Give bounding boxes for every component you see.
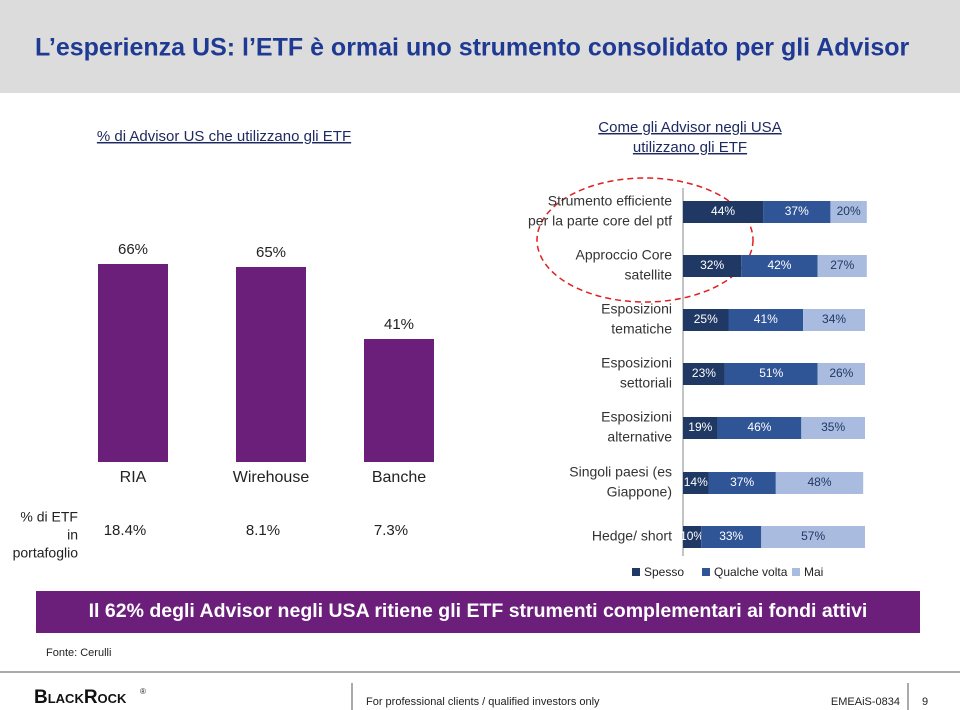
portfolio-share: 18.4% [104,522,147,539]
data-label: 35% [821,420,845,434]
x-tick-label: Banche [372,469,426,486]
legend-label: Mai [804,565,823,579]
bar-segment [728,309,804,331]
data-label: 33% [719,529,743,543]
bar-segment [683,309,729,331]
data-label: 57% [801,529,825,543]
chart-title: Come gli Advisor negli USA [598,119,781,136]
slide-title: L’esperienza US: l’ETF è ormai uno strum… [35,34,909,62]
bar-segment [741,255,818,277]
y-tick-label: Hedge/ short [592,528,672,544]
y-tick-label: Singoli paesi (es [569,464,672,480]
bar-segment [761,526,865,548]
y-tick-label: Strumento efficiente [548,193,672,209]
data-label: 65% [256,244,286,261]
bar [236,267,306,462]
data-label: 19% [688,420,712,434]
data-label: 34% [822,312,846,326]
legend-swatch [632,568,640,576]
x-tick-label: RIA [120,469,147,486]
data-label: 26% [829,366,853,380]
bar-segment [683,472,709,494]
y-tick-label: Esposizioni [601,409,672,425]
bar-segment [717,417,802,439]
bar-segment [830,201,867,223]
portfolio-share: 7.3% [374,522,408,539]
bar-segment [683,526,702,548]
bar-segment [801,417,865,439]
bar-segment [724,363,818,385]
y-tick-label: alternative [607,429,672,445]
data-label: 25% [694,312,718,326]
bar-segment [775,472,864,494]
row-label: % di ETF [20,509,78,525]
legend-label: Spesso [644,565,684,579]
y-tick-label: tematiche [611,321,672,337]
data-label: 44% [711,204,735,218]
data-label: 37% [785,204,809,218]
bar-segment [708,472,776,494]
doc-code: EMEAiS-0834 [831,696,900,708]
bar-segment [683,363,725,385]
chart-title: utilizzano gli ETF [633,139,747,156]
y-tick-label: settoriali [620,375,672,391]
y-tick-label: satellite [625,267,673,283]
bar-segment [701,526,762,548]
banner-text: Il 62% degli Advisor negli USA ritiene g… [89,600,868,622]
row-label: portafoglio [13,545,79,561]
y-tick-label: Giappone) [607,484,672,500]
legend-swatch [792,568,800,576]
row-label: in [67,527,78,543]
bar-segment [817,255,867,277]
page-number: 9 [922,696,928,708]
bar-segment [683,255,742,277]
portfolio-share: 8.1% [246,522,280,539]
bar-segment [683,201,764,223]
data-label: 32% [700,258,724,272]
x-tick-label: Wirehouse [233,469,310,486]
data-label: 41% [384,316,414,333]
title-band [0,0,960,93]
bar-segment [817,363,865,385]
data-label: 46% [747,420,771,434]
y-tick-label: Esposizioni [601,355,672,371]
bar-segment [683,417,718,439]
data-label: 42% [767,258,791,272]
data-label: 41% [754,312,778,326]
banner-box [36,591,920,633]
source: Fonte: Cerulli [46,647,111,659]
data-label: 37% [730,475,754,489]
highlight-ellipse [536,177,754,303]
y-tick-label: Esposizioni [601,301,672,317]
data-label: 48% [807,475,831,489]
legend-swatch [702,568,710,576]
y-tick-label: Approccio Core [576,247,673,263]
logo-mark: ® [140,687,146,696]
data-label: 14% [684,475,708,489]
disclaimer: For professional clients / qualified inv… [366,696,600,708]
bar [364,339,434,462]
data-label: 51% [759,366,783,380]
legend-label: Qualche volta [714,565,788,579]
bar [98,264,168,462]
data-label: 23% [692,366,716,380]
data-label: 10% [680,529,704,543]
logo: BlackRock [34,687,127,708]
y-tick-label: per la parte core del ptf [528,213,672,229]
data-label: 66% [118,241,148,258]
data-label: 20% [837,204,861,218]
data-label: 27% [830,258,854,272]
bar-segment [763,201,831,223]
chart-title: % di Advisor US che utilizzano gli ETF [97,128,351,145]
bar-segment [803,309,865,331]
